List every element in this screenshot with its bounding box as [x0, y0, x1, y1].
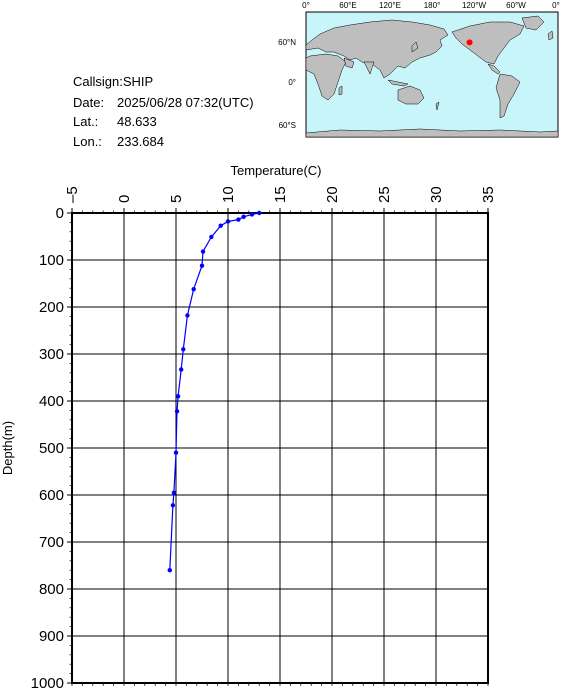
land-arabia	[343, 57, 355, 69]
map-lon-label: 120°E	[379, 1, 401, 10]
land-new-zealand	[435, 101, 440, 111]
x-tick-label: 25	[376, 186, 393, 203]
y-tick-label: 100	[39, 252, 64, 269]
land-antarctica	[305, 128, 559, 138]
lat-value: 48.633	[117, 114, 157, 129]
x-tick-label: 5	[168, 195, 185, 203]
y-tick-label: 400	[39, 393, 64, 410]
land-uk	[547, 30, 554, 41]
land-indonesia	[387, 79, 409, 87]
data-point	[185, 313, 190, 318]
y-axis-title: Depth(m)	[0, 421, 15, 475]
map-lat-label: 60°N	[278, 38, 296, 47]
land-greenland	[521, 15, 545, 31]
land-eurasia	[305, 19, 449, 79]
data-point	[179, 367, 184, 372]
land-japan	[411, 41, 419, 53]
land-south-america	[495, 73, 521, 119]
grid	[71, 212, 489, 684]
y-tick-label: 1000	[31, 675, 64, 690]
x-tick-label: 30	[428, 186, 445, 203]
x-tick-label: 20	[324, 186, 341, 203]
land-north-america	[451, 21, 525, 65]
data-point	[171, 490, 177, 495]
data-point	[225, 219, 231, 224]
y-tick-label: 500	[39, 440, 64, 457]
data-point	[191, 286, 196, 292]
date-label: Date:	[73, 95, 104, 110]
data-point	[241, 214, 246, 219]
map-lon-label: 120°W	[462, 1, 487, 10]
y-tick-label: 900	[39, 628, 64, 645]
data-point	[236, 217, 241, 222]
y-tick-label: 600	[39, 487, 64, 504]
data-point	[257, 210, 262, 216]
x-axis-title: Temperature(C)	[230, 163, 321, 178]
map-lon-label: 0°	[552, 1, 560, 10]
y-tick-label: 200	[39, 299, 64, 316]
world-map: 0° 60°E 120°E 180° 120°W 60°W 0° 60°N 0°…	[278, 1, 560, 138]
data-point	[170, 503, 176, 508]
land-africa	[305, 53, 347, 101]
callsign-text: Callsign:SHIP	[73, 74, 153, 89]
land-australia	[397, 85, 425, 105]
x-tick-label: 15	[272, 186, 289, 203]
data-point	[175, 394, 181, 399]
lon-value: 233.684	[117, 134, 164, 149]
data-point	[167, 568, 172, 573]
map-left-labels: 60°N 0° 60°S	[278, 38, 296, 130]
lat-label: Lat.:	[73, 114, 98, 129]
map-lon-label: 60°W	[506, 1, 526, 10]
x-tick-labels: –5 0 5 10 15 20 25 30 35	[64, 186, 497, 203]
data-point	[173, 450, 179, 455]
plot-frame	[71, 212, 489, 684]
y-tick-label: 300	[39, 346, 64, 363]
map-lon-label: 180°	[424, 1, 441, 10]
lon-label: Lon.:	[73, 134, 102, 149]
date-value: 2025/06/28 07:32(UTC)	[117, 95, 254, 110]
y-tick-label: 700	[39, 534, 64, 551]
land-madagascar	[338, 85, 343, 96]
data-point	[249, 212, 255, 217]
land-central-america	[487, 63, 501, 75]
land-india	[363, 61, 375, 75]
data-point	[174, 409, 180, 414]
map-lat-label: 60°S	[279, 121, 296, 130]
station-marker	[466, 39, 473, 46]
series-points	[167, 210, 262, 573]
data-point	[199, 263, 205, 268]
map-top-labels: 0° 60°E 120°E 180° 120°W 60°W 0°	[302, 1, 560, 10]
y-tick-labels: 0 100 200 300 400 500 600 700 800 900 1000	[31, 205, 64, 690]
x-tick-label: 0	[116, 195, 133, 203]
x-tick-label: 35	[480, 186, 497, 203]
data-point	[200, 249, 206, 254]
x-tick-label: –5	[64, 186, 81, 203]
x-tick-label: 10	[220, 186, 237, 203]
series-line	[169, 212, 260, 571]
map-lon-label: 0°	[302, 1, 310, 10]
data-point	[181, 347, 186, 352]
map-land	[305, 15, 559, 138]
y-tick-label: 800	[39, 581, 64, 598]
data-point	[218, 223, 223, 228]
station-info: Callsign:SHIP Date: 2025/06/28 07:32(UTC…	[73, 74, 254, 149]
temperature-profile-chart: –5 0 5 10 15 20 25 30 35 01002003004005006007008…	[0, 163, 497, 690]
axis-ticks	[67, 208, 489, 686]
data-point	[209, 234, 214, 240]
map-lon-label: 60°E	[339, 1, 356, 10]
y-tick-label: 0	[56, 205, 64, 222]
map-lat-label: 0°	[288, 78, 296, 87]
